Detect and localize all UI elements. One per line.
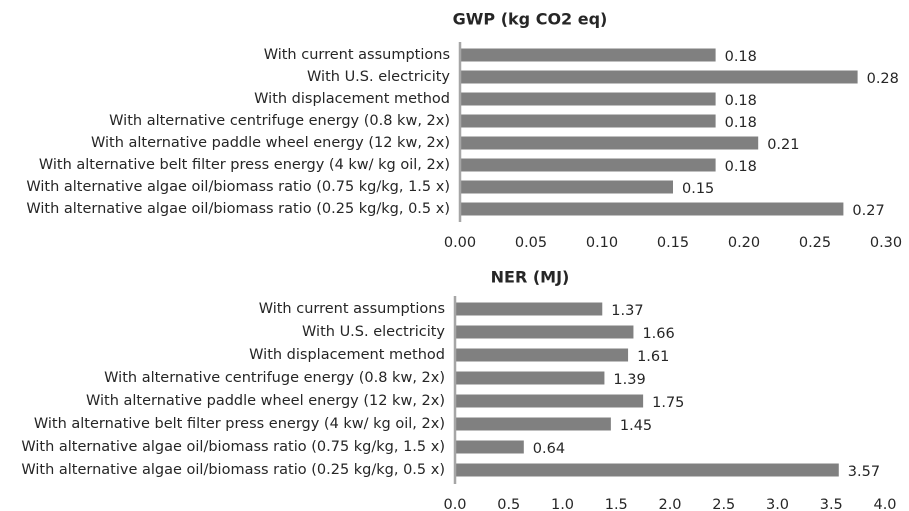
- x-tick-label: 1.5: [605, 497, 628, 511]
- x-tick-label: 0.05: [515, 235, 547, 251]
- x-tick-label: 1.0: [551, 497, 574, 511]
- y-tick-label: With current assumptions: [259, 301, 445, 317]
- bar: [460, 136, 759, 150]
- data-label: 0.18: [725, 115, 757, 131]
- data-label: 1.66: [642, 326, 674, 342]
- y-tick-label: With displacement method: [254, 91, 450, 107]
- data-label: 0.27: [852, 203, 884, 219]
- x-tick-label: 0.0: [443, 497, 466, 511]
- x-tick-label: 0.25: [799, 235, 831, 251]
- data-label: 0.64: [533, 441, 565, 457]
- x-tick-label: 2.0: [658, 497, 681, 511]
- y-tick-label: With alternative centrifuge energy (0.8 …: [104, 370, 445, 386]
- data-label: 0.18: [725, 49, 757, 65]
- data-label: 3.57: [848, 464, 880, 480]
- y-tick-label: With alternative algae oil/biomass ratio…: [26, 179, 450, 195]
- y-tick-label: With alternative algae oil/biomass ratio…: [26, 201, 450, 217]
- data-label: 0.28: [867, 71, 899, 87]
- x-tick-label: 2.5: [712, 497, 735, 511]
- bar: [460, 48, 716, 62]
- x-tick-label: 0.20: [728, 235, 760, 251]
- data-label: 1.75: [652, 395, 684, 411]
- x-tick-label: 0.30: [870, 235, 902, 251]
- bar: [460, 92, 716, 106]
- x-tick-label: 0.5: [497, 497, 520, 511]
- bar: [455, 348, 629, 362]
- y-tick-label: With alternative belt filter press energ…: [34, 416, 445, 432]
- y-tick-label: With U.S. electricity: [307, 69, 450, 85]
- data-label: 1.61: [637, 349, 669, 365]
- bar: [455, 417, 611, 431]
- bar: [455, 440, 524, 454]
- data-label: 1.37: [611, 303, 643, 319]
- x-tick-label: 3.5: [820, 497, 843, 511]
- y-tick-label: With alternative paddle wheel energy (12…: [86, 393, 445, 409]
- bar: [455, 371, 605, 385]
- data-label: 0.15: [682, 181, 714, 197]
- chart-title: GWP (kg CO2 eq): [453, 10, 608, 29]
- bar: [455, 394, 644, 408]
- bar: [460, 180, 673, 194]
- data-label: 0.21: [767, 137, 799, 153]
- bar: [460, 158, 716, 172]
- y-tick-label: With alternative centrifuge energy (0.8 …: [109, 113, 450, 129]
- x-tick-label: 0.15: [657, 235, 689, 251]
- data-label: 0.18: [725, 159, 757, 175]
- data-label: 0.18: [725, 93, 757, 109]
- bar: [460, 70, 858, 84]
- y-tick-label: With current assumptions: [264, 47, 450, 63]
- data-label: 1.45: [620, 418, 652, 434]
- bar: [455, 302, 603, 316]
- y-tick-label: With alternative belt filter press energ…: [39, 157, 450, 173]
- x-tick-label: 3.0: [766, 497, 789, 511]
- bar: [460, 202, 844, 216]
- x-tick-label: 0.00: [444, 235, 476, 251]
- bar: [460, 114, 716, 128]
- y-tick-label: With alternative algae oil/biomass ratio…: [21, 439, 445, 455]
- data-label: 1.39: [613, 372, 645, 388]
- bar: [455, 463, 839, 477]
- chart-title: NER (MJ): [491, 268, 570, 287]
- y-tick-label: With alternative algae oil/biomass ratio…: [21, 462, 445, 478]
- y-tick-label: With alternative paddle wheel energy (12…: [91, 135, 450, 151]
- y-tick-label: With U.S. electricity: [302, 324, 445, 340]
- x-tick-label: 0.10: [586, 235, 618, 251]
- x-tick-label: 4.0: [873, 497, 896, 511]
- bar: [455, 325, 634, 339]
- y-tick-label: With displacement method: [249, 347, 445, 363]
